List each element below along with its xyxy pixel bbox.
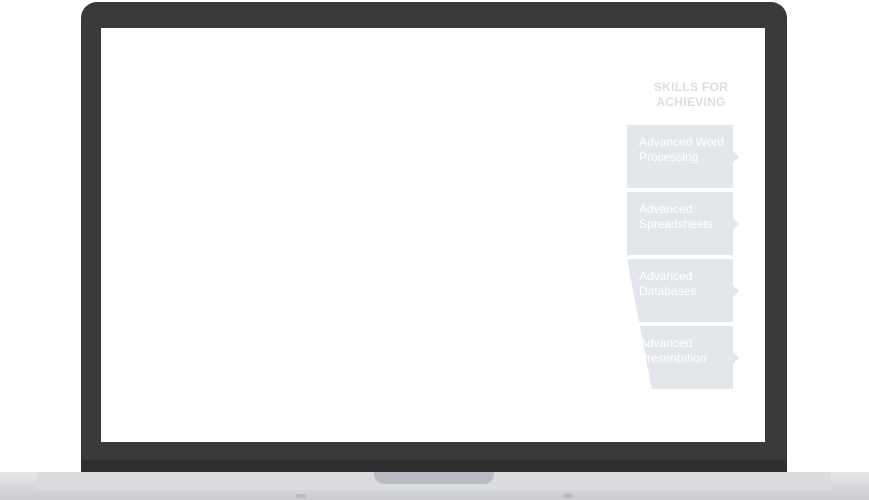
skill-label: Advanced Presentation: [639, 336, 707, 365]
skill-label: Advanced Spreadsheets: [639, 202, 714, 231]
laptop-screen: SKILLS FOR ACHIEVING Advanced Word Proce…: [101, 28, 765, 442]
laptop-notch: [374, 472, 494, 484]
laptop-bezel: SKILLS FOR ACHIEVING Advanced Word Proce…: [81, 2, 787, 473]
skill-label: Advanced Databases: [639, 269, 697, 298]
bezel-bottom: [81, 460, 787, 473]
skill-card-spreadsheets[interactable]: Advanced Spreadsheets: [627, 192, 739, 255]
skills-list: Advanced Word Processing Advanced Spread…: [627, 125, 739, 393]
skills-title-line2: ACHIEVING: [656, 95, 726, 109]
skill-card-databases[interactable]: Advanced Databases: [627, 259, 739, 322]
skill-card-word-processing[interactable]: Advanced Word Processing: [627, 125, 739, 188]
laptop-foot-left: [296, 494, 306, 498]
skills-title: SKILLS FOR ACHIEVING: [631, 80, 751, 110]
skill-label: Advanced Word Processing: [639, 135, 725, 164]
skills-title-line1: SKILLS FOR: [653, 80, 729, 94]
laptop-foot-right: [563, 494, 573, 498]
